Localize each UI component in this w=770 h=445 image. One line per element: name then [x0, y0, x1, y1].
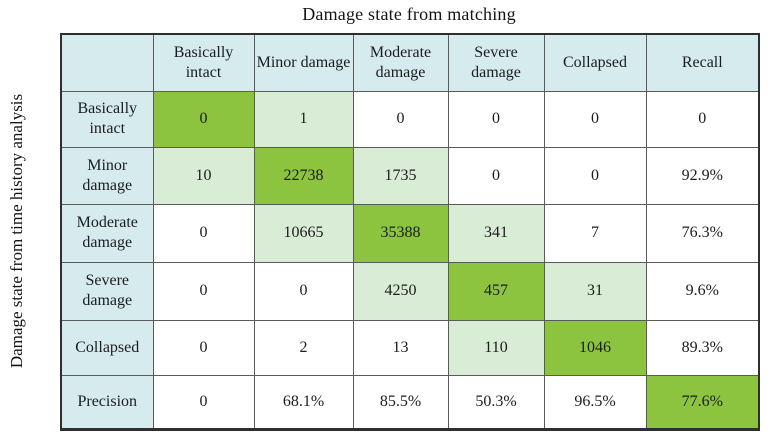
matrix-cell: 0 — [352, 90, 449, 148]
matrix-cell: 85.5% — [352, 374, 449, 430]
table-row-basically-intact: Basically intact 0 1 0 0 0 0 — [60, 90, 760, 148]
column-header-basically-intact: Basically intact — [152, 33, 255, 92]
matrix-cell: 31 — [543, 261, 647, 321]
confusion-matrix-table: Basically intact Minor damage Moderate dam… — [60, 33, 760, 431]
row-label-collapsed: Collapsed — [60, 319, 154, 376]
matrix-cell: 4250 — [352, 261, 449, 321]
row-label-basically-intact: Basically intact — [60, 90, 154, 148]
matrix-cell: 0 — [152, 374, 255, 430]
table-row-moderate-damage: Moderate damage 0 10665 35388 341 7 76.3% — [60, 203, 760, 263]
matrix-cell: 110 — [447, 319, 545, 376]
column-header-collapsed: Collapsed — [543, 33, 647, 92]
matrix-cell: 0 — [152, 319, 255, 376]
matrix-cell: 89.3% — [645, 319, 760, 376]
matrix-cell: 92.9% — [645, 146, 760, 205]
matrix-cell: 0 — [152, 203, 255, 263]
matrix-cell: 76.3% — [645, 203, 760, 263]
row-label-moderate-damage: Moderate damage — [60, 203, 154, 263]
column-header-recall: Recall — [645, 33, 760, 92]
matrix-cell: 2 — [253, 319, 354, 376]
corner-cell — [60, 33, 154, 92]
matrix-cell: 0 — [645, 90, 760, 148]
matrix-cell: 0 — [543, 146, 647, 205]
matrix-cell: 77.6% — [645, 374, 760, 430]
matrix-cell: 457 — [447, 261, 545, 321]
figure-title: Damage state from matching — [302, 4, 516, 24]
matrix-cell: 0 — [152, 261, 255, 321]
matrix-cell: 0 — [543, 90, 647, 148]
row-label-precision: Precision — [60, 374, 154, 430]
matrix-cell: 68.1% — [253, 374, 354, 430]
matrix-cell: 0 — [253, 261, 354, 321]
column-header-minor-damage: Minor damage — [253, 33, 354, 92]
matrix-cell: 1735 — [352, 146, 449, 205]
column-header-row: Basically intact Minor damage Moderate dam… — [60, 33, 760, 92]
table-row-collapsed: Collapsed 0 2 13 110 1046 89.3% — [60, 319, 760, 376]
matrix-cell: 13 — [352, 319, 449, 376]
matrix-cell: 9.6% — [645, 261, 760, 321]
matrix-cell: 7 — [543, 203, 647, 263]
column-header-severe-damage: Severe damage — [447, 33, 545, 92]
matrix-cell: 341 — [447, 203, 545, 263]
matrix-cell: 0 — [447, 146, 545, 205]
matrix-cell: 0 — [152, 90, 255, 148]
column-header-moderate-damage: Moderate damage — [352, 33, 449, 92]
matrix-cell: 50.3% — [447, 374, 545, 430]
row-label-severe-damage: Severe damage — [60, 261, 154, 321]
table-row-minor-damage: Minor damage 10 22738 1735 0 0 92.9% — [60, 146, 760, 205]
matrix-cell: 22738 — [253, 146, 354, 205]
row-label-minor-damage: Minor damage — [60, 146, 154, 205]
matrix-cell: 96.5% — [543, 374, 647, 430]
table-row-precision: Precision 0 68.1% 85.5% 50.3% 96.5% 77.6% — [60, 374, 760, 430]
matrix-cell: 10 — [152, 146, 255, 205]
matrix-cell: 1046 — [543, 319, 647, 376]
matrix-cell: 0 — [447, 90, 545, 148]
y-axis-label: Damage state from time history analysis — [7, 93, 26, 369]
matrix-cell: 10665 — [253, 203, 354, 263]
matrix-cell: 35388 — [352, 203, 449, 263]
matrix-cell: 1 — [253, 90, 354, 148]
table-row-severe-damage: Severe damage 0 0 4250 457 31 9.6% — [60, 261, 760, 321]
